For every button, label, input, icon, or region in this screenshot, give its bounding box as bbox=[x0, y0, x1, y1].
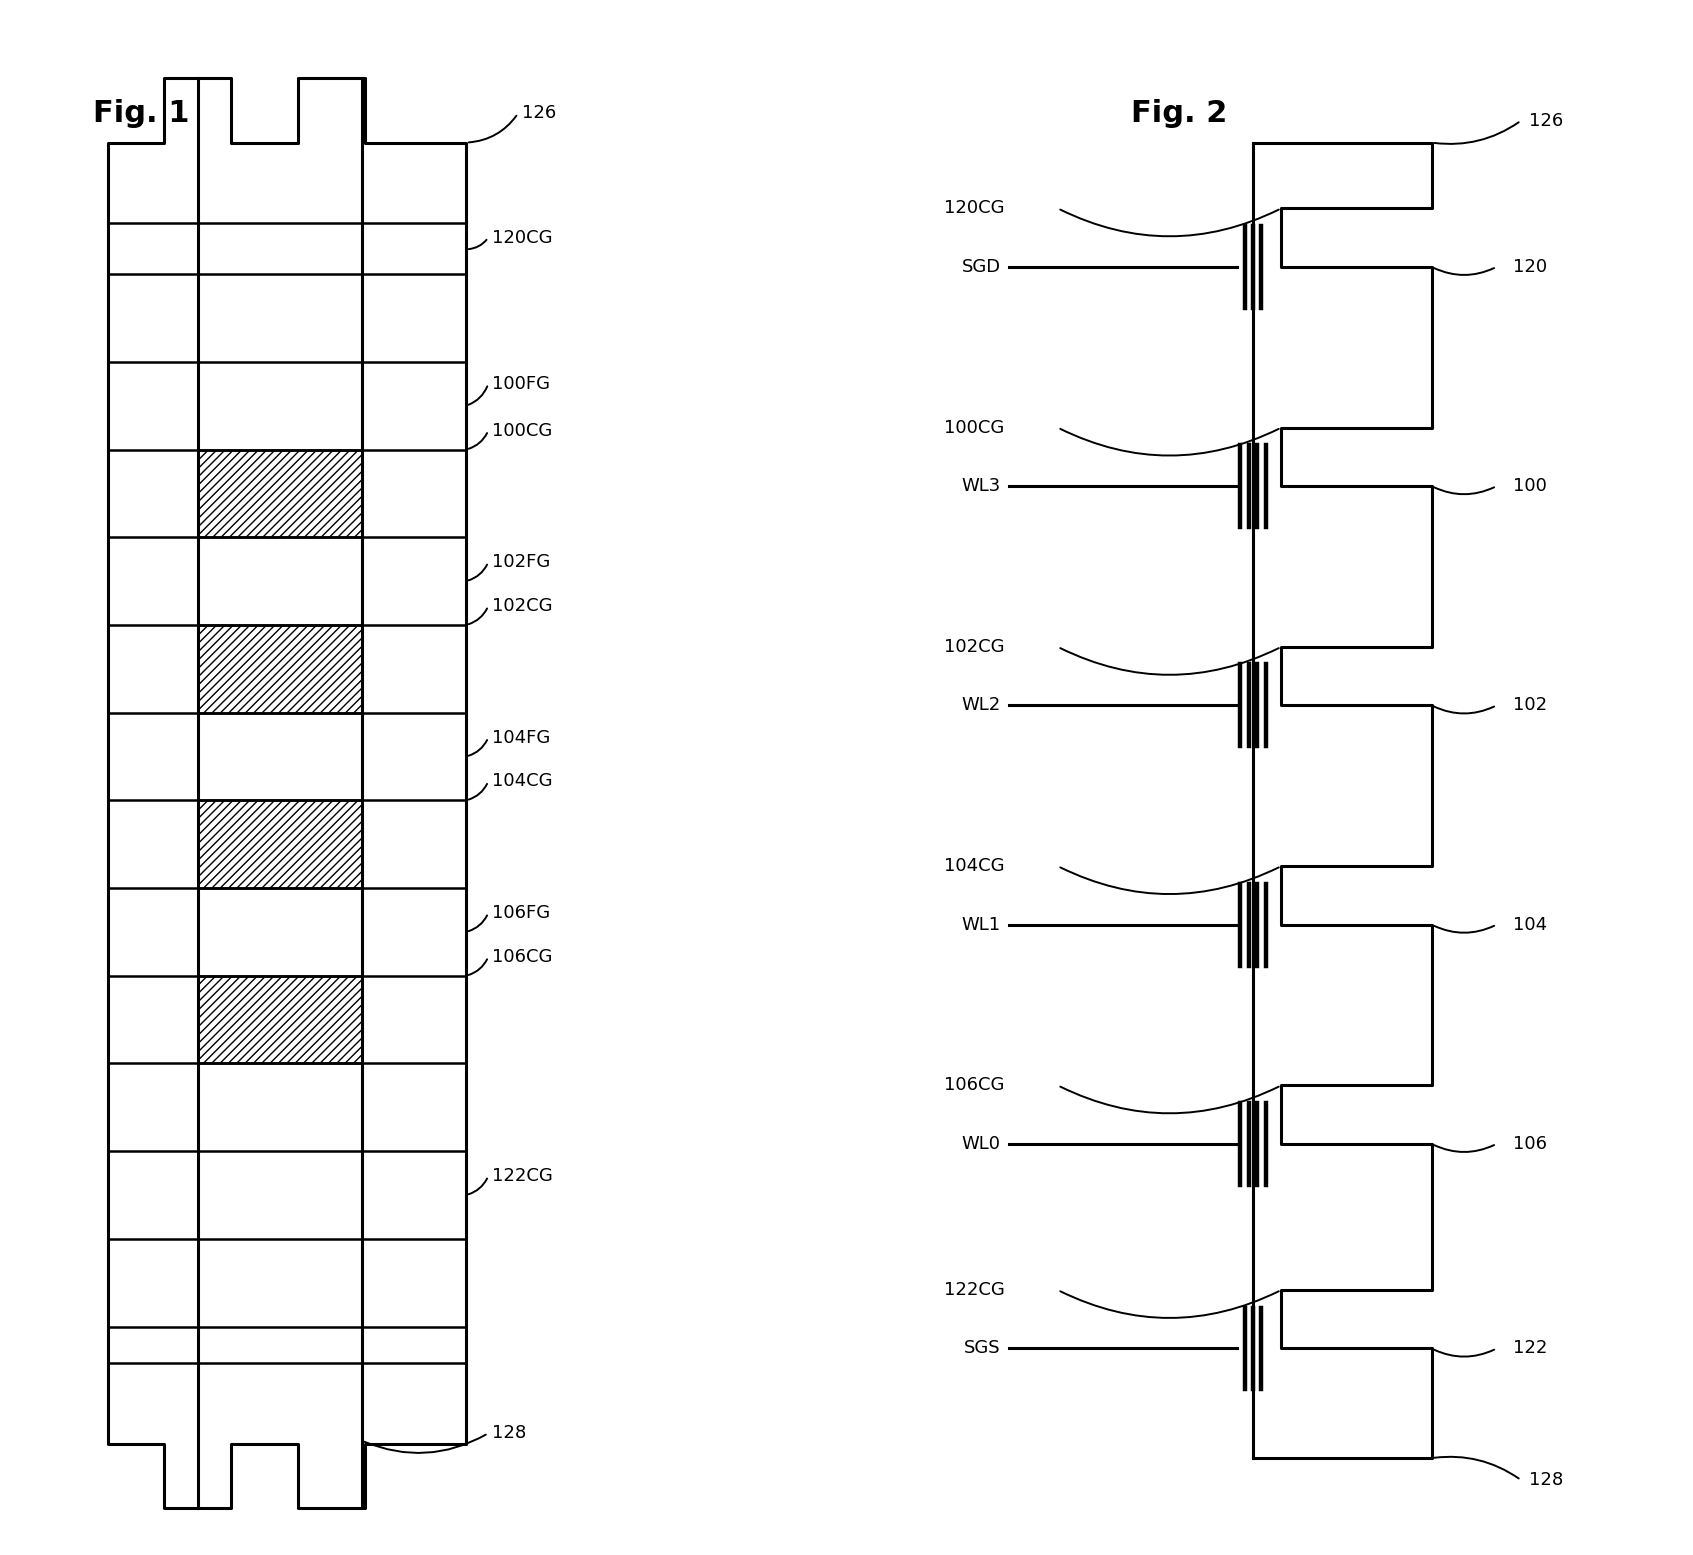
Text: 120CG: 120CG bbox=[493, 229, 552, 247]
Bar bbox=[198, 449, 362, 536]
Text: 102FG: 102FG bbox=[493, 554, 550, 571]
Text: 104FG: 104FG bbox=[493, 728, 550, 746]
Bar bbox=[198, 625, 362, 712]
Text: Fig. 1: Fig. 1 bbox=[93, 100, 190, 128]
Text: 100FG: 100FG bbox=[493, 375, 550, 393]
Text: 100: 100 bbox=[1514, 477, 1547, 494]
Text: 102CG: 102CG bbox=[945, 638, 1004, 656]
Bar bbox=[198, 977, 362, 1064]
Text: SGS: SGS bbox=[965, 1339, 1001, 1358]
Text: WL3: WL3 bbox=[962, 477, 1001, 494]
Text: 106: 106 bbox=[1514, 1135, 1547, 1152]
Text: 122CG: 122CG bbox=[493, 1166, 552, 1185]
Text: 106FG: 106FG bbox=[493, 903, 550, 922]
Text: 126: 126 bbox=[521, 104, 555, 123]
Text: WL2: WL2 bbox=[962, 697, 1001, 714]
Text: 102CG: 102CG bbox=[493, 597, 552, 614]
Text: 104: 104 bbox=[1514, 916, 1547, 933]
Text: 106CG: 106CG bbox=[945, 1076, 1004, 1095]
Text: 106CG: 106CG bbox=[493, 947, 552, 966]
Text: Fig. 2: Fig. 2 bbox=[1131, 100, 1227, 128]
Text: SGD: SGD bbox=[962, 258, 1001, 275]
Text: 102: 102 bbox=[1514, 697, 1547, 714]
Text: WL0: WL0 bbox=[962, 1135, 1001, 1152]
Text: WL1: WL1 bbox=[962, 916, 1001, 933]
Text: 104CG: 104CG bbox=[945, 857, 1004, 875]
Text: 120: 120 bbox=[1514, 258, 1547, 275]
Bar bbox=[198, 801, 362, 888]
Text: 100CG: 100CG bbox=[945, 418, 1004, 437]
Text: 120CG: 120CG bbox=[945, 199, 1004, 218]
Text: 128: 128 bbox=[493, 1424, 527, 1443]
Text: 128: 128 bbox=[1529, 1471, 1563, 1490]
Text: 122: 122 bbox=[1514, 1339, 1547, 1358]
Text: 100CG: 100CG bbox=[493, 421, 552, 440]
Text: 122CG: 122CG bbox=[945, 1281, 1004, 1298]
Text: 126: 126 bbox=[1529, 112, 1563, 129]
Text: 104CG: 104CG bbox=[493, 773, 552, 790]
